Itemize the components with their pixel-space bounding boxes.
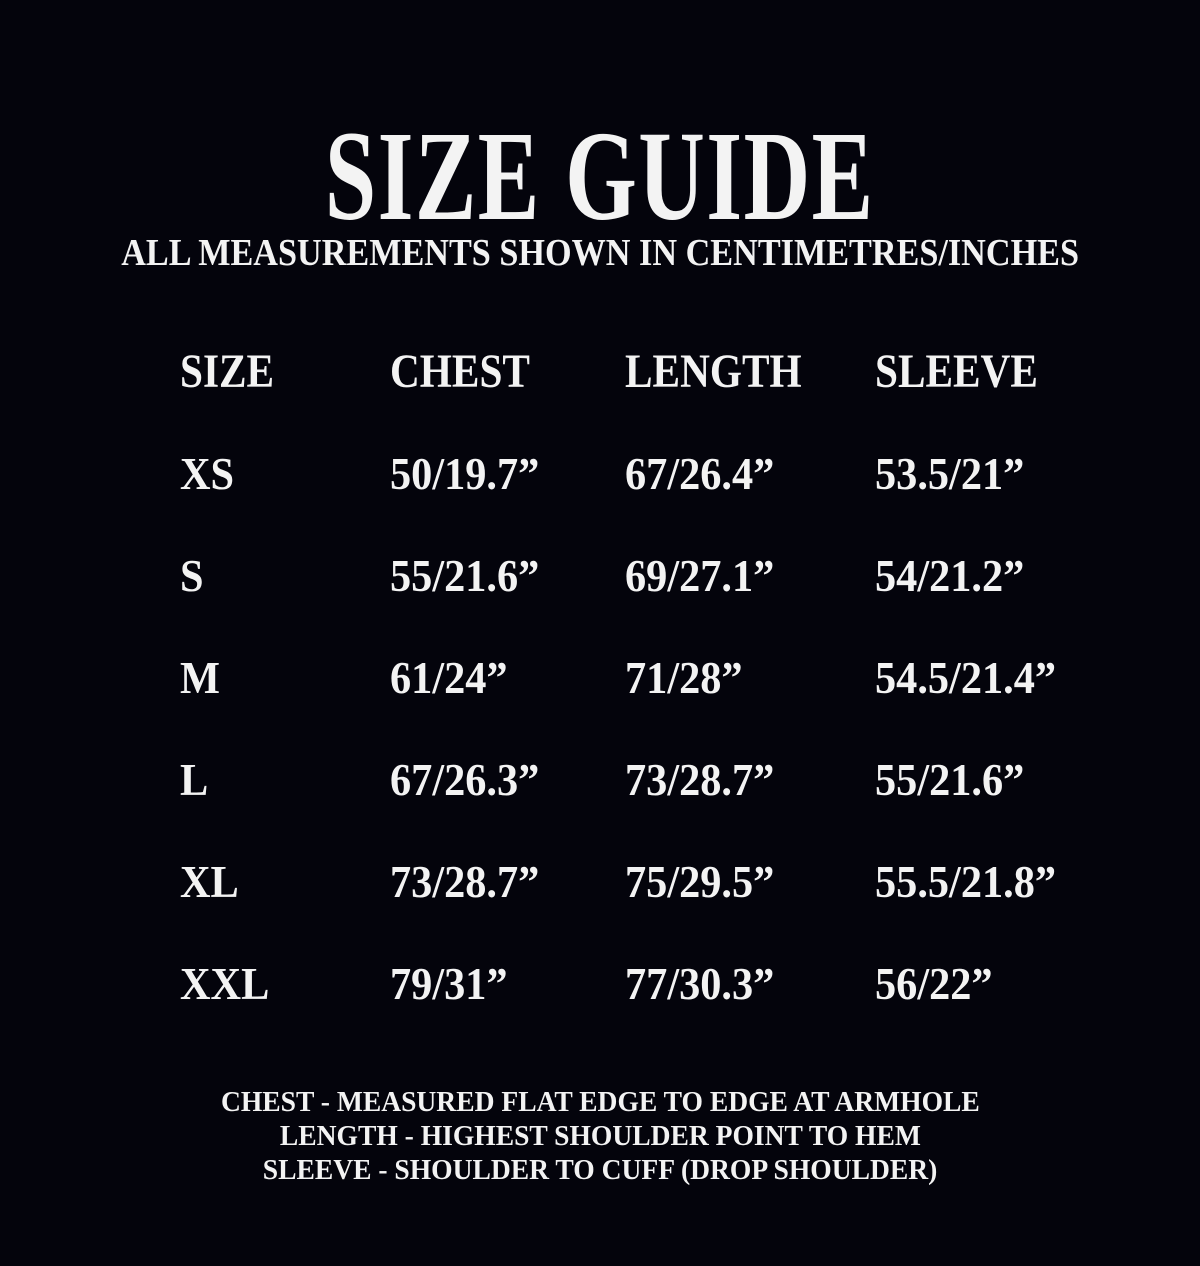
- sleeve-value: 56/22”: [875, 958, 993, 1009]
- length-note: LENGTH - HIGHEST SHOULDER POINT TO HEM: [279, 1120, 921, 1152]
- chest-value: 61/24”: [390, 652, 508, 703]
- sleeve-value: 54.5/21.4”: [875, 652, 1057, 703]
- page-subtitle-text: ALL MEASUREMENTS SHOWN IN CENTIMETRES/IN…: [121, 232, 1079, 274]
- size-header-label: SIZE: [180, 345, 275, 398]
- size-value: XL: [180, 856, 239, 907]
- sleeve-value: 55/21.6”: [875, 754, 1025, 805]
- measurement-notes: CHEST - MEASURED FLAT EDGE TO EDGE AT AR…: [0, 1085, 1200, 1187]
- chest-value: 73/28.7”: [390, 856, 540, 907]
- chest-header-cell: CHEST: [390, 348, 625, 396]
- page-title: SIZE GUIDE: [0, 112, 1200, 240]
- sleeve-value: 54/21.2”: [875, 550, 1025, 601]
- sleeve-header-cell: SLEEVE: [875, 348, 1160, 396]
- length-header-cell: LENGTH: [625, 348, 875, 396]
- sleeve-header-label: SLEEVE: [875, 345, 1038, 398]
- size-value: XXL: [180, 958, 270, 1009]
- chest-value: 67/26.3”: [390, 754, 540, 805]
- page-subtitle: ALL MEASUREMENTS SHOWN IN CENTIMETRES/IN…: [0, 234, 1200, 272]
- page-title-text: SIZE GUIDE: [325, 105, 875, 247]
- sleeve-value: 55.5/21.8”: [875, 856, 1057, 907]
- length-value: 71/28”: [625, 652, 743, 703]
- length-value: 67/26.4”: [625, 448, 775, 499]
- length-value: 73/28.7”: [625, 754, 775, 805]
- size-value: S: [180, 550, 204, 601]
- length-value: 77/30.3”: [625, 958, 775, 1009]
- chest-value: 79/31”: [390, 958, 508, 1009]
- length-header-label: LENGTH: [625, 345, 802, 398]
- size-table: SIZE CHEST LENGTH SLEEVE XS 50/19.7” 67/…: [180, 321, 1160, 1035]
- chest-header-label: CHEST: [390, 345, 530, 398]
- sleeve-note: SLEEVE - SHOULDER TO CUFF (DROP SHOULDER…: [262, 1154, 938, 1186]
- chest-value: 50/19.7”: [390, 448, 540, 499]
- sleeve-value: 53.5/21”: [875, 448, 1025, 499]
- chest-note: CHEST - MEASURED FLAT EDGE TO EDGE AT AR…: [220, 1086, 980, 1118]
- chest-value: 55/21.6”: [390, 550, 540, 601]
- size-header-cell: SIZE: [180, 348, 390, 396]
- size-value: XS: [180, 448, 235, 499]
- size-value: M: [180, 652, 220, 703]
- length-value: 69/27.1”: [625, 550, 775, 601]
- length-value: 75/29.5”: [625, 856, 775, 907]
- size-value: L: [180, 754, 209, 805]
